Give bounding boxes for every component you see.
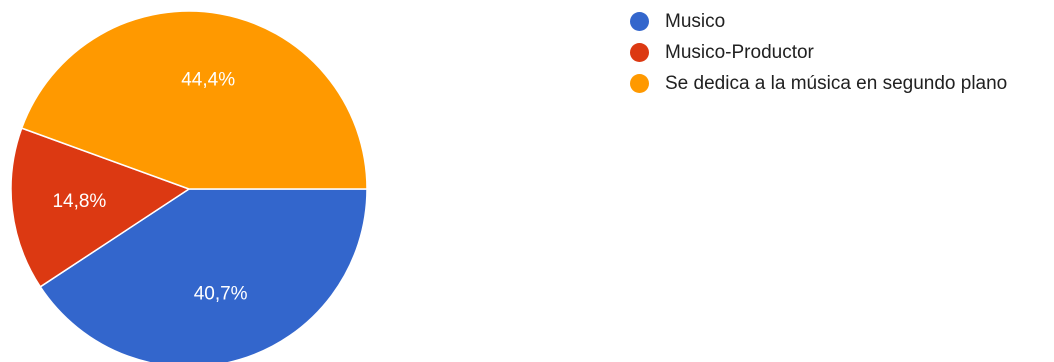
legend-label-musico: Musico (665, 11, 726, 32)
legend-item-musico-productor[interactable]: Musico-Productor (630, 37, 1050, 68)
legend: Musico Musico-Productor Se dedica a la m… (630, 6, 1050, 99)
legend-item-musico[interactable]: Musico (630, 6, 1050, 37)
legend-swatch-segundo-plano (630, 74, 649, 93)
legend-swatch-musico (630, 12, 649, 31)
slice-label-musico: 40,7% (194, 284, 248, 305)
legend-label-segundo-plano: Se dedica a la música en segundo plano (665, 73, 1008, 94)
slice-segundo-plano[interactable] (20, 10, 368, 190)
slice-label-musico-productor: 14,8% (52, 191, 106, 212)
legend-label-musico-productor: Musico-Productor (665, 42, 814, 63)
legend-swatch-musico-productor (630, 43, 649, 62)
slice-musico[interactable] (39, 188, 368, 362)
legend-item-segundo-plano[interactable]: Se dedica a la música en segundo plano (630, 68, 1050, 99)
slice-label-segundo-plano: 44,4% (181, 69, 235, 90)
slice-musico-productor[interactable] (10, 127, 191, 288)
